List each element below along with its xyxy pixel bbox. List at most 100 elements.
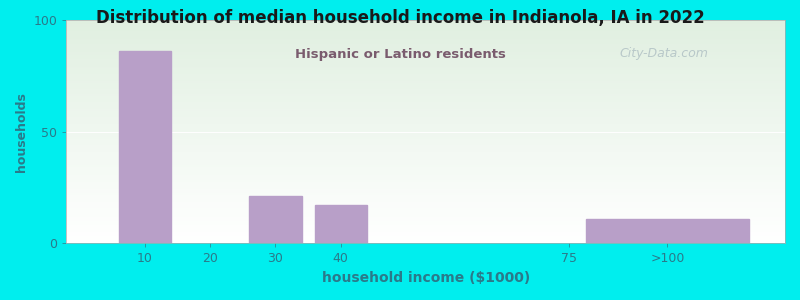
Bar (66, 29, 785, 31)
Text: City-Data.com: City-Data.com (620, 47, 709, 60)
Bar (66, 148, 785, 150)
Bar (66, 121, 785, 122)
Bar (66, 195, 785, 197)
Bar (66, 167, 785, 169)
Bar (66, 141, 785, 143)
Bar (66, 214, 785, 215)
Y-axis label: households: households (15, 92, 28, 172)
Bar (66, 56, 785, 57)
Bar (66, 210, 785, 212)
Bar (250, 196, 302, 243)
Bar (66, 102, 785, 104)
Bar (66, 225, 785, 227)
Bar (66, 59, 785, 61)
Bar (66, 122, 785, 124)
X-axis label: household income ($1000): household income ($1000) (322, 271, 530, 285)
Bar (66, 169, 785, 171)
Bar (66, 184, 785, 186)
Bar (66, 132, 785, 134)
Bar (66, 242, 785, 243)
Bar (66, 238, 785, 240)
Bar (66, 152, 785, 154)
Bar (66, 94, 785, 96)
Bar (66, 91, 785, 93)
Bar (66, 42, 785, 44)
Bar (66, 160, 785, 161)
Bar (66, 81, 785, 83)
Bar (66, 40, 785, 42)
Bar (66, 135, 785, 137)
Bar (66, 85, 785, 87)
Bar (66, 27, 785, 29)
Bar (66, 236, 785, 238)
Bar (66, 234, 785, 236)
Bar (66, 161, 785, 164)
Bar (66, 31, 785, 33)
Bar (66, 50, 785, 52)
Bar (66, 139, 785, 141)
Bar (66, 52, 785, 53)
Bar (66, 229, 785, 230)
Bar (66, 223, 785, 225)
Bar (66, 178, 785, 180)
Bar (66, 68, 785, 70)
Bar (66, 83, 785, 85)
Bar (66, 134, 785, 135)
Bar (66, 126, 785, 128)
Bar (118, 51, 171, 243)
Bar (66, 193, 785, 195)
Text: Hispanic or Latino residents: Hispanic or Latino residents (294, 48, 506, 61)
Bar (66, 219, 785, 221)
Bar (66, 173, 785, 175)
Bar (66, 106, 785, 107)
Bar (66, 26, 785, 27)
Bar (66, 204, 785, 206)
Bar (66, 33, 785, 35)
Bar (66, 35, 785, 37)
Bar (66, 232, 785, 234)
Bar (66, 67, 785, 68)
Bar (66, 63, 785, 65)
Bar (66, 111, 785, 113)
Bar (66, 98, 785, 100)
Bar (66, 46, 785, 48)
Bar (66, 182, 785, 184)
Text: Distribution of median household income in Indianola, IA in 2022: Distribution of median household income … (96, 9, 704, 27)
Bar (66, 164, 785, 165)
Bar (66, 87, 785, 89)
Bar (66, 20, 785, 22)
Bar (66, 201, 785, 203)
Bar (66, 137, 785, 139)
Bar (66, 130, 785, 132)
Bar (66, 48, 785, 50)
Bar (66, 199, 785, 201)
Bar (66, 104, 785, 106)
Bar (66, 117, 785, 119)
Bar (66, 221, 785, 223)
Bar (66, 158, 785, 160)
Bar (66, 89, 785, 91)
Bar (66, 39, 785, 41)
Bar (66, 37, 785, 39)
Bar (66, 143, 785, 145)
Bar (66, 175, 785, 176)
Bar (66, 53, 785, 56)
Bar (66, 65, 785, 67)
Bar (66, 100, 785, 102)
Bar (66, 240, 785, 242)
Bar (66, 189, 785, 191)
Bar (66, 165, 785, 167)
Bar (66, 150, 785, 152)
Bar (66, 70, 785, 72)
Bar (66, 154, 785, 156)
Bar (66, 22, 785, 24)
Bar (66, 218, 785, 219)
Bar (66, 176, 785, 178)
Bar (66, 188, 785, 189)
Bar (66, 230, 785, 232)
Bar (66, 124, 785, 126)
Bar (66, 78, 785, 80)
Bar (66, 80, 785, 81)
Bar (314, 206, 367, 243)
Bar (66, 96, 785, 98)
